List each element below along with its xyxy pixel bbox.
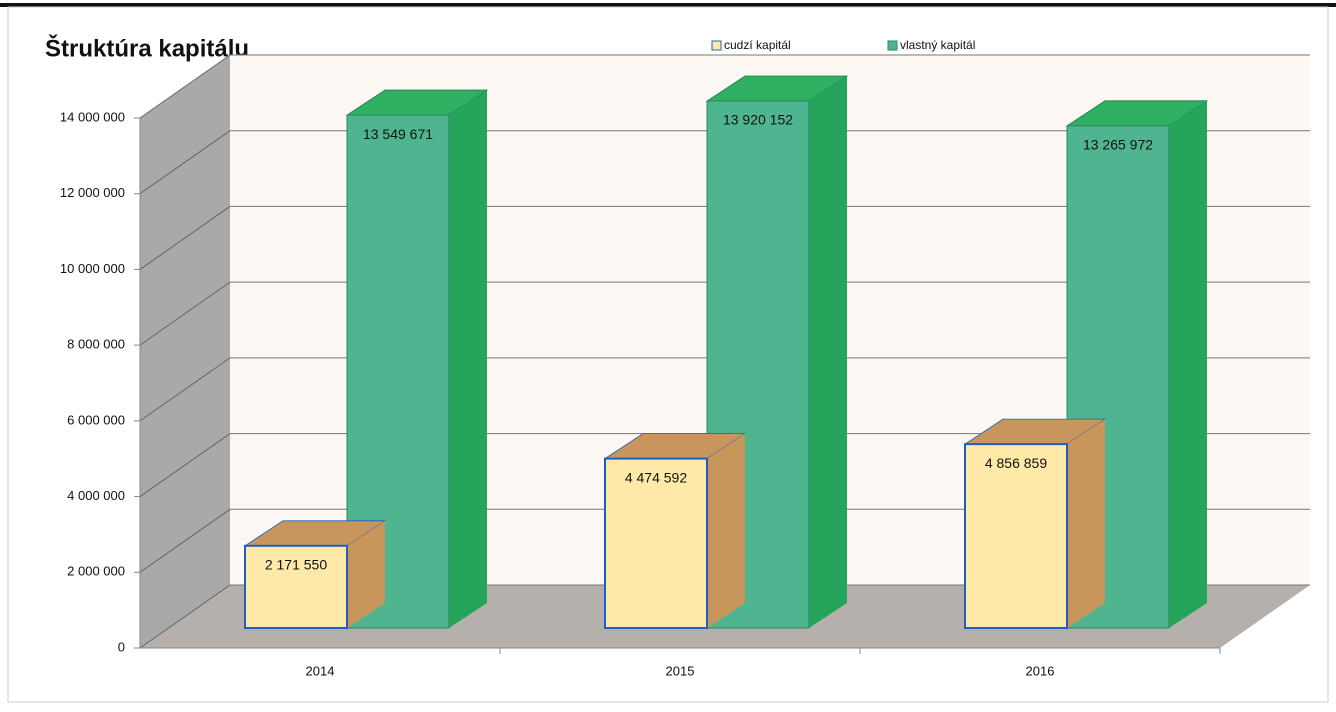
top-border bbox=[0, 3, 1336, 7]
value-label: 4 474 592 bbox=[625, 469, 687, 485]
value-label: 2 171 550 bbox=[265, 556, 327, 572]
side-wall bbox=[140, 55, 230, 648]
legend-label: cudzí kapitál bbox=[724, 38, 791, 52]
x-tick-label: 2014 bbox=[306, 663, 335, 678]
grid-line bbox=[139, 584, 231, 649]
x-tick-label: 2015 bbox=[666, 663, 695, 678]
value-label: 4 856 859 bbox=[985, 455, 1047, 471]
y-tick-label: 0 bbox=[118, 639, 125, 654]
y-tick-label: 10 000 000 bbox=[60, 261, 125, 276]
grid-line bbox=[139, 130, 231, 195]
y-tick-label: 12 000 000 bbox=[60, 185, 125, 200]
grid-line bbox=[139, 54, 231, 119]
grid-line bbox=[139, 281, 231, 346]
value-label: 13 920 152 bbox=[723, 112, 793, 128]
grid-line bbox=[139, 508, 231, 573]
bar-side bbox=[809, 76, 847, 628]
value-label: 13 549 671 bbox=[363, 126, 433, 142]
y-tick-label: 6 000 000 bbox=[67, 412, 125, 427]
legend-label: vlastný kapitál bbox=[900, 38, 975, 52]
bar-side bbox=[1067, 419, 1105, 628]
grid-line bbox=[139, 433, 231, 497]
grid-line bbox=[139, 357, 231, 422]
bar bbox=[604, 457, 708, 629]
value-label: 13 265 972 bbox=[1083, 136, 1153, 152]
x-tick-label: 2016 bbox=[1026, 663, 1055, 678]
bar-side bbox=[347, 520, 385, 628]
bar-side bbox=[707, 433, 745, 628]
y-tick-label: 2 000 000 bbox=[67, 564, 125, 579]
y-tick-label: 4 000 000 bbox=[67, 488, 125, 503]
chart-title: Štruktúra kapitálu bbox=[45, 34, 249, 62]
grid-line bbox=[139, 206, 231, 270]
bar bbox=[964, 443, 1068, 630]
y-tick-label: 14 000 000 bbox=[60, 109, 125, 124]
bar-side bbox=[1169, 100, 1207, 628]
bar bbox=[244, 544, 348, 629]
bar-side bbox=[449, 90, 487, 629]
legend-swatch bbox=[711, 40, 722, 51]
y-tick-label: 8 000 000 bbox=[67, 337, 125, 352]
legend-swatch bbox=[887, 40, 898, 51]
